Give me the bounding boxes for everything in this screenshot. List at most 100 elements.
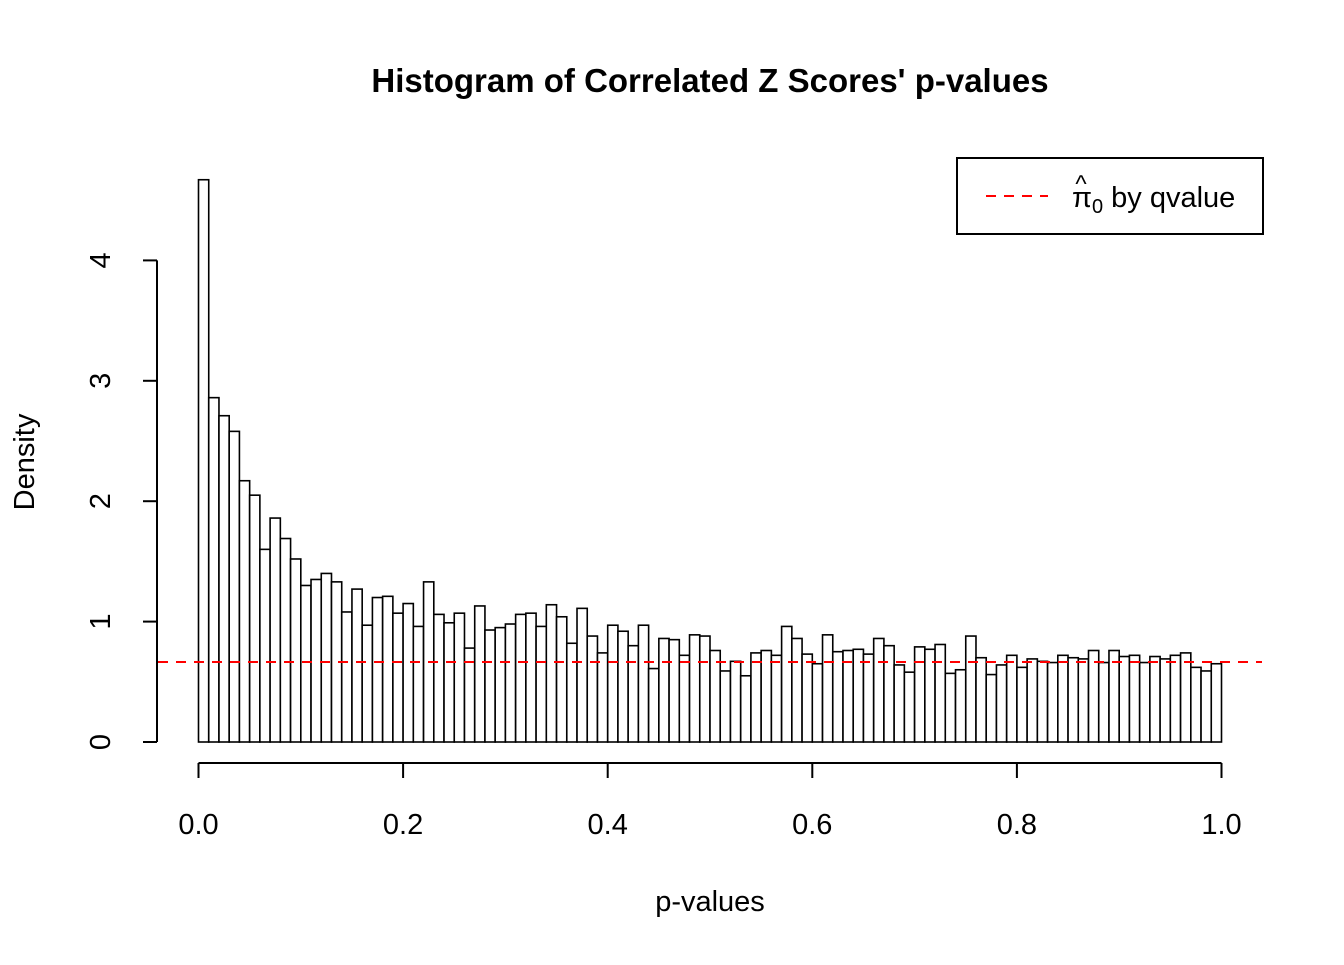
histogram-bar bbox=[821, 634, 834, 743]
histogram-bar bbox=[637, 624, 650, 743]
x-tick-label: 0.8 bbox=[997, 809, 1037, 841]
histogram-bar bbox=[924, 648, 936, 743]
x-tick-label: 1.0 bbox=[1201, 809, 1241, 841]
x-tick-label: 0.2 bbox=[383, 809, 423, 841]
histogram-bar bbox=[565, 642, 578, 743]
histogram-bars bbox=[197, 178, 1223, 743]
histogram-bar bbox=[453, 612, 466, 743]
x-axis: 0.0 0.2 0.4 0.6 0.8 1.0 bbox=[178, 762, 1242, 841]
histogram-bar bbox=[269, 517, 282, 743]
histogram-bar bbox=[617, 630, 629, 743]
histogram-bar bbox=[279, 537, 292, 743]
histogram-bar bbox=[238, 479, 251, 743]
y-tick-label: 2 bbox=[85, 493, 117, 509]
histogram-bar bbox=[883, 644, 895, 743]
y-axis-label: Density bbox=[9, 413, 41, 510]
histogram-bar bbox=[310, 578, 323, 743]
histogram-bar bbox=[893, 664, 906, 743]
histogram-bar bbox=[484, 629, 496, 743]
histogram-bar bbox=[259, 548, 271, 743]
histogram-bar bbox=[1179, 652, 1192, 743]
histogram-bar bbox=[207, 396, 220, 743]
histogram-bar bbox=[606, 624, 619, 743]
histogram-bar bbox=[1026, 658, 1039, 743]
histogram-bar bbox=[688, 634, 701, 743]
histogram-bar bbox=[678, 654, 691, 743]
histogram-bar bbox=[1036, 660, 1049, 743]
histogram-bar bbox=[698, 635, 711, 743]
histogram-bar bbox=[218, 414, 230, 743]
histogram-bar bbox=[1118, 655, 1131, 743]
histogram-bar bbox=[1087, 649, 1100, 743]
histogram-bar bbox=[197, 178, 210, 743]
histogram-bar bbox=[1108, 649, 1120, 743]
histogram-bar bbox=[392, 612, 404, 743]
histogram-bar bbox=[555, 615, 568, 743]
histogram-bar bbox=[535, 625, 548, 743]
chart-title: Histogram of Correlated Z Scores' p-valu… bbox=[371, 62, 1048, 99]
histogram-bar bbox=[432, 613, 445, 743]
histogram-bar bbox=[1169, 654, 1182, 743]
y-tick-label: 3 bbox=[85, 373, 117, 389]
histogram-bar bbox=[658, 637, 670, 743]
histogram-bar bbox=[668, 638, 681, 743]
histogram-bar bbox=[248, 494, 261, 743]
y-tick-label: 0 bbox=[85, 734, 117, 750]
x-tick-label: 0.0 bbox=[178, 809, 218, 841]
histogram-bar bbox=[954, 668, 967, 743]
histogram-bar bbox=[320, 572, 333, 743]
x-axis-label: p-values bbox=[655, 886, 765, 918]
y-tick-label: 1 bbox=[85, 614, 117, 630]
histogram-bar bbox=[750, 652, 762, 743]
histogram-bar bbox=[1067, 656, 1080, 743]
histogram-bar bbox=[872, 637, 885, 743]
histogram-bar bbox=[1149, 655, 1161, 743]
histogram-bar bbox=[299, 584, 312, 743]
histogram-bar bbox=[1077, 658, 1090, 743]
histogram-bar bbox=[340, 611, 353, 743]
histogram-bar bbox=[862, 653, 875, 743]
histogram-bar bbox=[1097, 661, 1110, 743]
histogram-bar bbox=[1128, 654, 1141, 743]
histogram-bar bbox=[1005, 654, 1018, 743]
histogram-bar bbox=[934, 643, 947, 743]
histogram-bar bbox=[289, 558, 302, 743]
histogram-bar bbox=[228, 430, 241, 743]
histogram-bar bbox=[504, 623, 517, 743]
y-axis: 0 1 2 3 4 bbox=[85, 252, 158, 750]
histogram-bar bbox=[586, 635, 599, 743]
histogram-bar bbox=[903, 671, 916, 743]
histogram-bar bbox=[842, 649, 855, 743]
histogram-bar bbox=[985, 673, 998, 743]
histogram-bar bbox=[412, 625, 425, 743]
histogram-bar bbox=[576, 607, 589, 743]
histogram-bar bbox=[964, 635, 977, 743]
histogram-bar bbox=[371, 596, 384, 743]
histogram-bar bbox=[647, 667, 660, 743]
histogram-bar bbox=[1190, 666, 1202, 743]
histogram-bar bbox=[1016, 666, 1028, 743]
histogram-bar bbox=[627, 644, 640, 743]
legend-suffix: by qvalue bbox=[1111, 182, 1235, 214]
histogram-bar bbox=[514, 613, 527, 743]
histogram-bar bbox=[1159, 658, 1172, 743]
histogram-bar bbox=[852, 648, 865, 743]
legend: π0 by qvalue ^ bbox=[956, 157, 1264, 235]
x-tick-label: 0.6 bbox=[792, 809, 832, 841]
legend-label: π0 by qvalue bbox=[1072, 182, 1235, 218]
histogram-bar bbox=[1057, 654, 1069, 743]
histogram-bar bbox=[1138, 661, 1151, 743]
legend-pi-symbol: π bbox=[1072, 182, 1092, 214]
histogram-bar bbox=[780, 625, 793, 743]
histogram-bar bbox=[1200, 670, 1213, 743]
histogram-bar bbox=[811, 662, 824, 743]
histogram-bar bbox=[770, 654, 783, 743]
histogram-bar bbox=[402, 602, 415, 743]
histogram-bar bbox=[831, 650, 844, 743]
histogram-bar bbox=[443, 621, 456, 743]
histogram-bar bbox=[760, 649, 773, 743]
histogram-bar bbox=[351, 588, 363, 743]
histogram-bar bbox=[473, 605, 486, 743]
histogram-bar bbox=[709, 649, 722, 743]
